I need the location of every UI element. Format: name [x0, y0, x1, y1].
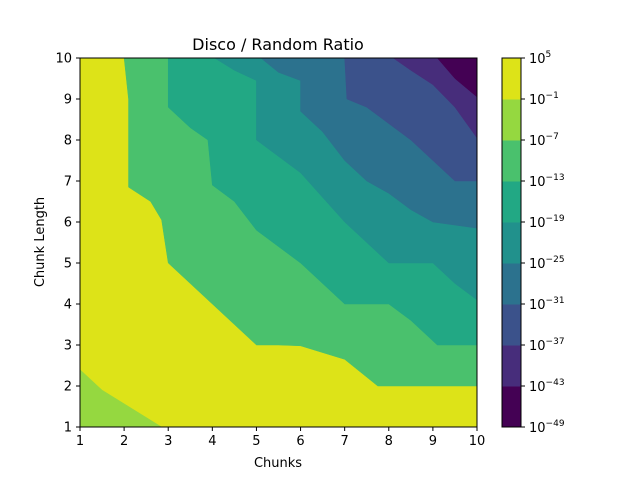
colorbar-frame — [501, 57, 522, 428]
colorbar-band — [502, 99, 521, 141]
colorbar-tick-label: 10−25 — [529, 255, 565, 272]
colorbar-bands — [502, 58, 521, 428]
x-tick-label: 8 — [385, 434, 393, 449]
x-tick-label: 10 — [469, 434, 486, 449]
colorbar-tick-label: 10−7 — [529, 132, 559, 149]
y-tick-label: 10 — [55, 52, 72, 67]
x-tick-label: 2 — [120, 434, 128, 449]
y-tick-label: 7 — [64, 175, 72, 190]
colorbar: 10−49 10−43 10−37 10−31 10−25 10−19 10−13 10−7 1… — [501, 50, 565, 436]
x-tick-label: 3 — [164, 434, 172, 449]
colorbar-band — [502, 304, 521, 346]
x-tick-label: 4 — [208, 434, 216, 449]
colorbar-tick-label: 10−49 — [529, 419, 565, 436]
colorbar-band — [502, 386, 521, 428]
x-tick-label: 6 — [296, 434, 304, 449]
colorbar-tick-label: 10−13 — [529, 173, 565, 190]
y-tick-label: 9 — [64, 93, 72, 108]
colorbar-tick-label: 10−31 — [529, 296, 565, 313]
colorbar-tick-label: 10−1 — [529, 91, 559, 108]
colorbar-band — [502, 58, 521, 100]
colorbar-tick-label: 10−37 — [529, 337, 565, 354]
y-axis-label: Chunk Length — [33, 197, 48, 287]
colorbar-ticks: 10−49 10−43 10−37 10−31 10−25 10−19 10−13 10−7 1… — [521, 50, 565, 436]
x-tick-label: 7 — [341, 434, 349, 449]
colorbar-tick-label: 10−19 — [529, 214, 565, 231]
x-tick-label: 1 — [76, 434, 84, 449]
chart-title: Disco / Random Ratio — [192, 35, 364, 54]
colorbar-band — [502, 263, 521, 305]
y-tick-label: 2 — [64, 380, 72, 395]
colorbar-band — [502, 181, 521, 223]
y-tick-label: 1 — [64, 421, 72, 436]
x-tick-label: 5 — [252, 434, 260, 449]
y-tick-label: 5 — [64, 257, 72, 272]
colorbar-tick-label: 105 — [529, 50, 551, 67]
x-axis-label: Chunks — [254, 456, 302, 471]
colorbar-band — [502, 140, 521, 182]
y-axis-ticks: 1 2 3 4 5 6 7 8 9 10 — [55, 52, 80, 436]
plot-area: 1 2 3 4 5 6 7 8 9 10 1 2 3 4 5 6 7 8 9 10 — [55, 52, 485, 450]
y-tick-label: 3 — [64, 339, 72, 354]
contour-bands — [79, 57, 478, 428]
plot-frame — [79, 57, 478, 428]
y-tick-label: 4 — [64, 298, 72, 313]
y-tick-label: 8 — [64, 134, 72, 149]
colorbar-tick-label: 10−43 — [529, 378, 565, 395]
colorbar-band — [502, 345, 521, 387]
colorbar-band — [502, 222, 521, 264]
x-tick-label: 9 — [429, 434, 437, 449]
x-axis-ticks: 1 2 3 4 5 6 7 8 9 10 — [76, 427, 485, 449]
y-tick-label: 6 — [64, 216, 72, 231]
